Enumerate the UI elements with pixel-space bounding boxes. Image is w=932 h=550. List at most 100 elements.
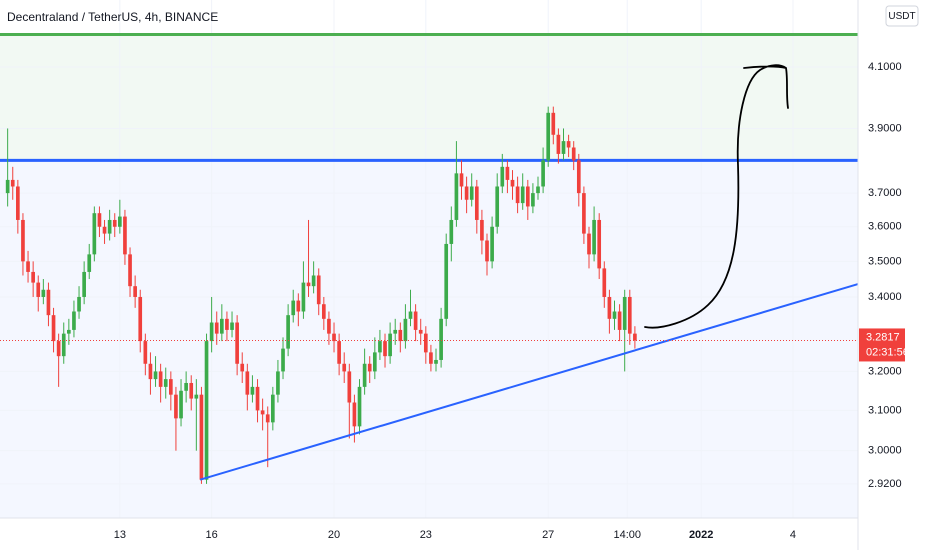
- candle-body: [541, 160, 545, 187]
- candle-body: [174, 394, 178, 419]
- last-price-tag: [859, 328, 905, 362]
- candle-body: [56, 341, 61, 357]
- candle-body: [444, 243, 449, 319]
- candle-body: [480, 219, 484, 241]
- candle-body: [531, 193, 535, 207]
- candle-body: [439, 318, 443, 360]
- candle-body: [383, 341, 387, 357]
- candle-body: [495, 186, 500, 227]
- price-axis: [858, 0, 932, 550]
- candle-body: [26, 261, 30, 272]
- candle-body: [306, 282, 311, 287]
- candle-body: [459, 173, 464, 187]
- candle-body: [357, 386, 362, 427]
- candle-body: [403, 318, 408, 342]
- grid: [0, 0, 858, 518]
- candle-body: [82, 271, 86, 297]
- candle-body: [332, 333, 336, 342]
- last-price-label: 3.2817: [866, 331, 900, 343]
- candle-body: [276, 371, 280, 395]
- candle-body: [485, 240, 489, 262]
- y-tick-label: 3.2000: [868, 365, 902, 377]
- candle-body: [286, 315, 290, 349]
- x-tick-label: 23: [420, 529, 432, 541]
- y-tick-label: 3.0000: [868, 445, 902, 457]
- currency-badge[interactable]: [885, 5, 919, 27]
- candle-body: [184, 382, 188, 391]
- candle-body: [316, 275, 321, 305]
- candle-body: [270, 394, 275, 423]
- candle-body: [347, 371, 352, 403]
- trendline: [199, 283, 859, 481]
- candle-body: [219, 318, 224, 334]
- candle-body: [490, 226, 494, 262]
- x-tick-label: 2022: [689, 529, 713, 541]
- candle-body: [556, 134, 561, 154]
- candle-body: [627, 296, 632, 334]
- y-tick-label: 3.7000: [868, 187, 902, 199]
- candle-body: [367, 363, 372, 372]
- candle-body: [163, 379, 168, 387]
- candle-body: [51, 315, 56, 342]
- candle-body: [107, 219, 112, 234]
- candle-body: [469, 186, 474, 200]
- y-tick-label: 2.9200: [868, 478, 902, 490]
- candle-body: [102, 226, 107, 234]
- candle-body: [311, 275, 316, 287]
- candle-body: [500, 166, 505, 187]
- candle-body: [622, 296, 627, 330]
- candle-body: [301, 282, 306, 312]
- candle-body: [378, 341, 382, 353]
- candle-body: [321, 304, 326, 319]
- y-tick-label: 3.6000: [868, 221, 902, 233]
- candle-body: [168, 379, 173, 395]
- candle-body: [199, 394, 204, 480]
- candle-body: [240, 363, 245, 372]
- candle-body: [413, 311, 418, 330]
- candle-body: [633, 333, 637, 341]
- candle-body: [372, 352, 377, 372]
- candle-body: [128, 254, 132, 287]
- candle-body: [133, 286, 137, 297]
- candle-body: [388, 333, 392, 357]
- candle-body: [525, 186, 530, 207]
- candle-body: [255, 386, 260, 411]
- candle-body: [337, 341, 341, 364]
- candle-body: [587, 233, 591, 255]
- candle-body: [536, 186, 540, 194]
- upper-zone: [0, 34, 858, 161]
- candle-body: [561, 141, 566, 154]
- candle-body: [148, 363, 153, 380]
- candle-body: [576, 160, 581, 194]
- candle-body: [418, 329, 423, 334]
- candle-body: [520, 186, 525, 204]
- candle-body: [209, 322, 214, 342]
- countdown-label: 02:31:56: [866, 346, 909, 358]
- candle-body: [566, 141, 571, 148]
- candle-body: [474, 186, 479, 220]
- candle-body: [571, 147, 576, 161]
- candle-body: [31, 271, 35, 283]
- lower-zone: [0, 160, 858, 518]
- candle-body: [143, 341, 148, 364]
- hand-drawn-arrow: [644, 64, 789, 329]
- candle-body: [158, 371, 163, 387]
- x-tick-label: 27: [542, 529, 554, 541]
- x-tick-label: 14:00: [613, 529, 641, 541]
- candle-body: [429, 352, 433, 364]
- y-tick-label: 3.1000: [868, 404, 902, 416]
- candle-body: [153, 371, 158, 380]
- candle-body: [72, 311, 76, 330]
- candle-body: [510, 179, 515, 187]
- candle-body: [423, 333, 428, 353]
- candle-body: [265, 414, 270, 423]
- candle-body: [454, 173, 459, 220]
- candle-body: [235, 322, 239, 364]
- x-tick-label: 20: [328, 529, 340, 541]
- candle-body: [5, 179, 10, 194]
- marks: [0, 33, 859, 484]
- y-tick-label: 4.1000: [868, 61, 902, 73]
- candle-body: [342, 363, 347, 372]
- candle-body: [612, 311, 617, 319]
